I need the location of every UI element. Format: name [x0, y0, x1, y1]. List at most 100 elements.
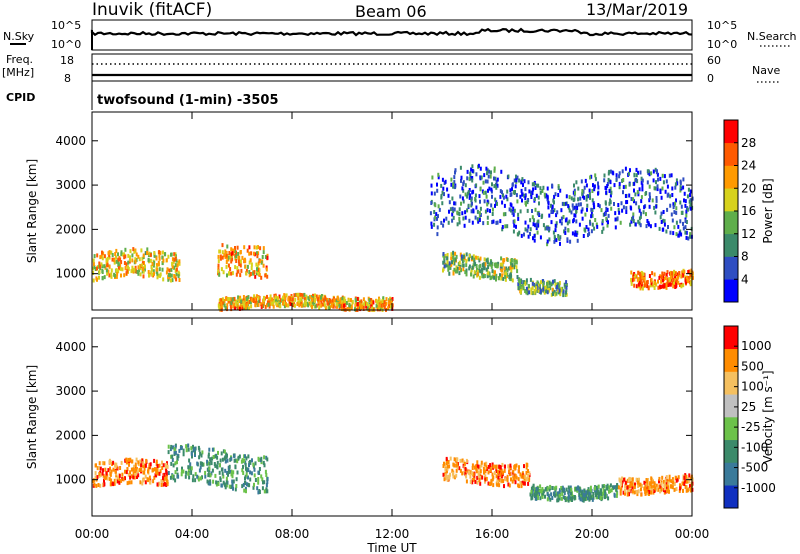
data-cell [591, 189, 594, 193]
data-cell [591, 213, 594, 218]
data-cell [482, 466, 485, 471]
data-cell [459, 165, 462, 170]
data-cell [516, 175, 519, 180]
data-cell [201, 475, 203, 480]
data-cell [249, 296, 252, 301]
data-cell [165, 475, 168, 480]
data-cell [305, 302, 308, 307]
data-cell [546, 197, 549, 202]
data-cell [483, 462, 486, 467]
data-cell [682, 221, 684, 226]
data-cell [624, 480, 627, 485]
data-cell [135, 252, 138, 257]
data-cell [609, 180, 612, 185]
data-cell [167, 444, 170, 449]
data-cell [244, 460, 247, 465]
data-cell [114, 463, 117, 468]
data-cell [197, 477, 200, 482]
data-cell [681, 481, 684, 486]
data-cell [154, 467, 156, 472]
data-cell [148, 251, 151, 256]
data-cell [491, 477, 494, 482]
data-cell [667, 225, 669, 229]
data-cell [666, 193, 669, 198]
data-cell [666, 270, 669, 275]
data-cell [475, 183, 478, 188]
data-cell [671, 218, 674, 223]
data-cell [516, 199, 519, 204]
data-cell [650, 281, 653, 286]
data-cell [447, 267, 450, 272]
data-cell [663, 222, 666, 227]
data-cell [581, 207, 584, 212]
data-cell [264, 255, 267, 259]
data-cell [495, 469, 498, 474]
data-cell [487, 265, 490, 269]
data-cell [372, 300, 375, 305]
data-cell [632, 219, 635, 224]
data-cell [132, 247, 135, 252]
data-cell [639, 275, 642, 280]
data-cell [684, 230, 687, 235]
data-cell [666, 488, 668, 493]
data-cell [586, 489, 589, 494]
data-cell [171, 264, 174, 269]
data-cell [166, 267, 169, 272]
data-cell [605, 190, 608, 195]
data-cell [645, 487, 648, 492]
data-cell [266, 303, 268, 308]
data-cell [589, 492, 592, 496]
data-cell [628, 476, 631, 481]
data-cell [144, 264, 146, 269]
data-cell [539, 496, 542, 501]
data-cell [569, 239, 572, 244]
data-cell [232, 248, 235, 253]
data-cell [512, 229, 515, 234]
data-cell [447, 220, 450, 225]
data-cell [157, 262, 160, 267]
data-cell [443, 218, 445, 223]
data-cell [228, 251, 231, 255]
data-cell [546, 492, 549, 497]
data-cell [463, 461, 466, 466]
data-cell [658, 479, 660, 484]
colorbar-frame [723, 325, 739, 509]
data-cell [173, 450, 176, 455]
data-cell [448, 209, 450, 214]
data-cell [605, 206, 608, 211]
data-cell [255, 245, 258, 250]
data-cell [524, 187, 527, 192]
data-cell [532, 236, 534, 241]
data-cell [341, 300, 344, 305]
data-cell [533, 233, 536, 238]
data-cell [303, 297, 306, 302]
data-cell [654, 281, 657, 286]
data-cell [221, 300, 224, 305]
data-cell [166, 464, 169, 469]
data-cell [633, 283, 636, 288]
data-cell [356, 296, 359, 301]
data-cell [120, 260, 123, 265]
data-cell [234, 465, 237, 470]
data-cell [219, 458, 222, 463]
data-cell [588, 192, 591, 197]
data-cell [443, 461, 445, 466]
nsky-panel: N.Sky 10^5 10^0 10^5 10^0 N.Search [3, 19, 797, 51]
data-cell [603, 178, 606, 183]
data-cell [617, 207, 620, 212]
data-cell [192, 448, 195, 453]
data-cell [244, 481, 246, 485]
data-cell [456, 457, 459, 462]
data-cell [585, 225, 588, 229]
data-cell [526, 208, 529, 213]
data-cell [454, 170, 456, 175]
data-cell [131, 265, 134, 270]
data-cell [181, 466, 183, 471]
data-cell [266, 255, 269, 260]
data-cell [634, 273, 637, 278]
data-cell [123, 255, 126, 260]
data-cell [530, 496, 533, 501]
data-cell [467, 203, 470, 208]
data-cell [446, 477, 449, 482]
